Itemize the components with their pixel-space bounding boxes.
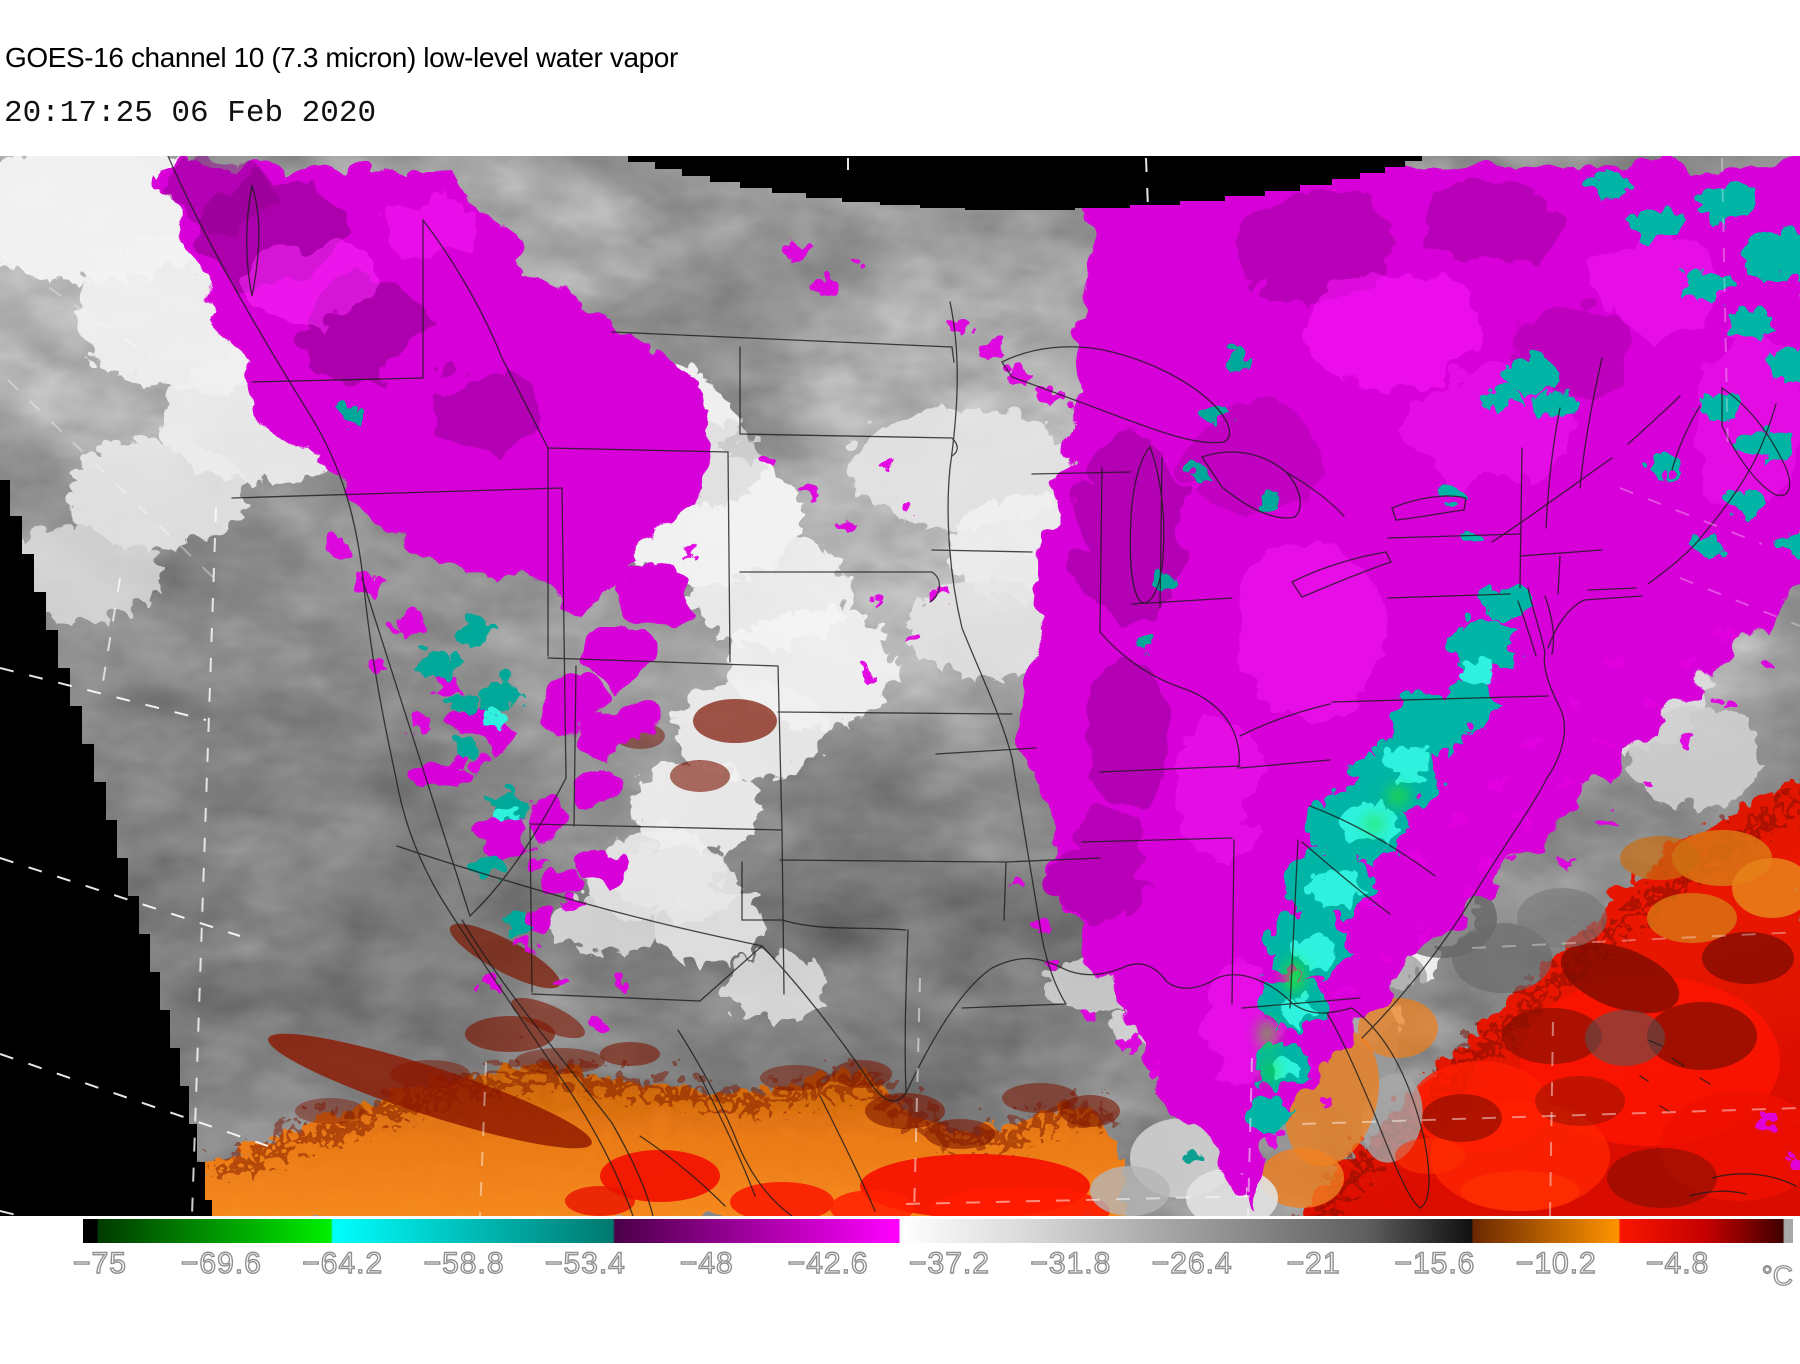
colorbar-tick-label: −75 [72,1246,127,1280]
colorbar-tick-label: −21 [1286,1246,1341,1280]
image-timestamp: 20:17:25 06 Feb 2020 [4,96,377,131]
coldest-green-spots [1261,789,1407,1081]
cold-magenta-speckles [316,241,1799,1162]
colorbar-tick-label: −15.6 [1394,1246,1476,1280]
colorbar-tick-label: −26.4 [1151,1246,1233,1280]
graticule-lines [0,157,1800,1216]
colorbar-tick-label: −10.2 [1515,1246,1597,1280]
satellite-water-vapor-map [0,156,1800,1216]
colorbar-tick-label: −31.8 [1030,1246,1112,1280]
cold-teal-patches [330,164,1800,1158]
cold-magenta-region [140,156,1800,1196]
page-title: GOES-16 channel 10 (7.3 micron) low-leve… [5,42,678,73]
colorbar-tick-label: −37.2 [908,1246,990,1280]
colorbar-tick-label: −58.8 [423,1246,505,1280]
colorbar-tick-label: −42.6 [787,1246,869,1280]
colorbar-unit-label: °C [1761,1259,1794,1291]
space-background [0,156,1422,1216]
colorbar-tick-label: −48 [679,1246,734,1280]
colorbar-tick-label: −69.6 [180,1246,262,1280]
colorbar-tick-label: −4.8 [1645,1246,1710,1280]
state-borders [167,156,1797,1216]
space-bottom-left-wedge [0,480,212,1216]
space-top-wedge [628,156,1422,210]
colorbar-ticks: −75 −69.6 −64.2 −58.8 −53.4 −48 −42.6 −37.2 −31.… [72,1246,1793,1287]
colorbar-tick-label: −64.2 [302,1246,384,1280]
warm-orange-red-region [195,699,1800,1216]
colorbar-tick-label: −53.4 [544,1246,626,1280]
satellite-image [0,156,1800,1216]
colorbar-gradient [83,1219,1793,1243]
